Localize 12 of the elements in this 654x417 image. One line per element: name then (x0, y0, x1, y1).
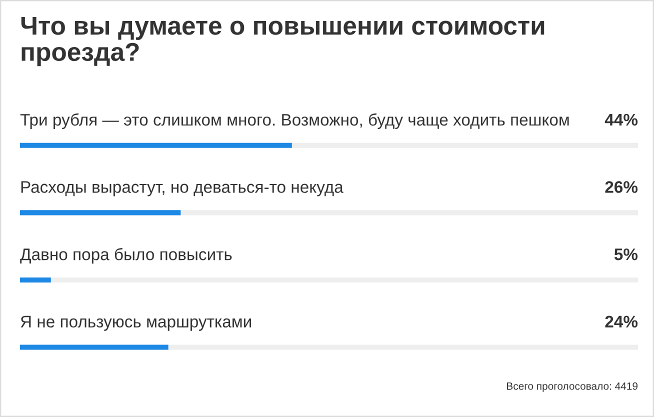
y-tick-label: Давно пора было повысить (20, 248, 232, 264)
text: Всего проголосовало: 4419 (507, 382, 638, 392)
chart-title: Что вы думаете о повышении стоимости проезда? (21, 16, 544, 66)
data-label: 5% (614, 248, 638, 260)
y-tick-label: Три рубля — это слишком много. Возможно, буду чаще ходить пешком (20, 113, 569, 129)
data-label: 26% (605, 181, 638, 193)
bar (20, 344, 168, 350)
y-tick-label: Я не пользуюсь маршрутками (20, 316, 251, 331)
bar (20, 277, 51, 283)
y-tick-label: Расходы вырастут, но деваться-то некуда (21, 181, 344, 196)
data-label: 44% (604, 114, 638, 126)
data-label: 24% (605, 316, 638, 328)
